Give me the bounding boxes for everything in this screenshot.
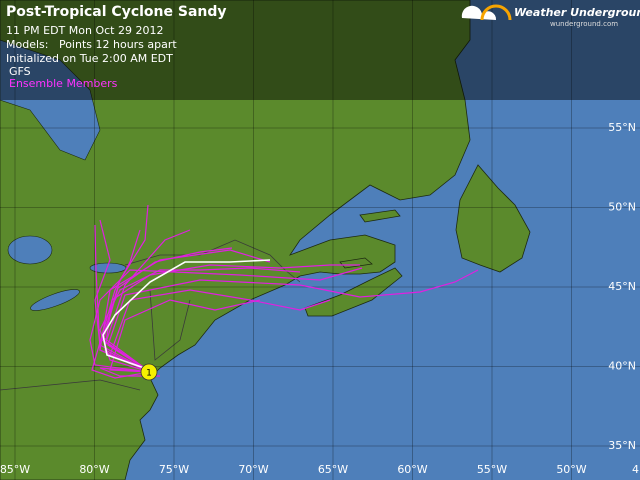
track bbox=[105, 229, 191, 373]
track bbox=[99, 367, 160, 377]
logo: Weather Underground wunderground.com bbox=[461, 4, 640, 28]
lake-huron bbox=[7, 235, 53, 265]
track bbox=[109, 299, 261, 373]
lake-erie bbox=[30, 289, 80, 311]
lat-label: 45°N bbox=[608, 280, 636, 293]
lat-label: 50°N bbox=[608, 201, 636, 214]
lon-label: 4 bbox=[632, 463, 639, 476]
lon-label: 70°W bbox=[238, 463, 268, 476]
coordinate-labels: 55°N 50°N 45°N 40°N 35°N 85°W 80°W 75°W 70°W 65°W… bbox=[0, 121, 639, 476]
logo-site: wunderground.com bbox=[550, 20, 618, 28]
info-line: Models: Points 12 hours apart bbox=[6, 38, 177, 51]
ensemble-tracks bbox=[89, 204, 479, 379]
header-band bbox=[0, 0, 640, 100]
title: Post-Tropical Cyclone Sandy bbox=[6, 4, 227, 20]
track bbox=[107, 269, 479, 373]
storm-marker bbox=[140, 363, 158, 381]
lon-label: 80°W bbox=[79, 463, 109, 476]
storm-label: 1 bbox=[146, 369, 152, 379]
lat-label: 35°N bbox=[608, 439, 636, 452]
logo-cloud bbox=[461, 5, 497, 21]
lon-label: 65°W bbox=[318, 463, 348, 476]
track bbox=[91, 229, 151, 379]
border bbox=[149, 289, 191, 361]
logo-name: Weather Underground bbox=[514, 6, 640, 19]
lon-label: 60°W bbox=[397, 463, 427, 476]
lake-ontario bbox=[89, 262, 127, 274]
model-name: GFS bbox=[9, 65, 31, 78]
newfoundland bbox=[455, 164, 531, 273]
logo-rainbow bbox=[480, 4, 512, 21]
lon-label: 50°W bbox=[556, 463, 586, 476]
info-line: Initialized on Tue 2:00 AM EDT bbox=[6, 52, 173, 65]
hudson-bay bbox=[0, 39, 101, 161]
border bbox=[124, 239, 301, 283]
lat-label: 40°N bbox=[608, 360, 636, 373]
lon-label: 75°W bbox=[159, 463, 189, 476]
lon-label: 55°W bbox=[477, 463, 507, 476]
ensemble-label: Ensemble Members bbox=[9, 77, 118, 90]
lat-label: 55°N bbox=[608, 121, 636, 134]
info-line: 11 PM EDT Mon Oct 29 2012 bbox=[6, 24, 163, 37]
lon-label: 85°W bbox=[0, 463, 30, 476]
track bbox=[94, 219, 151, 373]
track bbox=[103, 247, 233, 373]
anticosti bbox=[359, 209, 401, 223]
main-track bbox=[102, 259, 271, 371]
border bbox=[0, 379, 141, 391]
nova-scotia bbox=[304, 267, 403, 317]
